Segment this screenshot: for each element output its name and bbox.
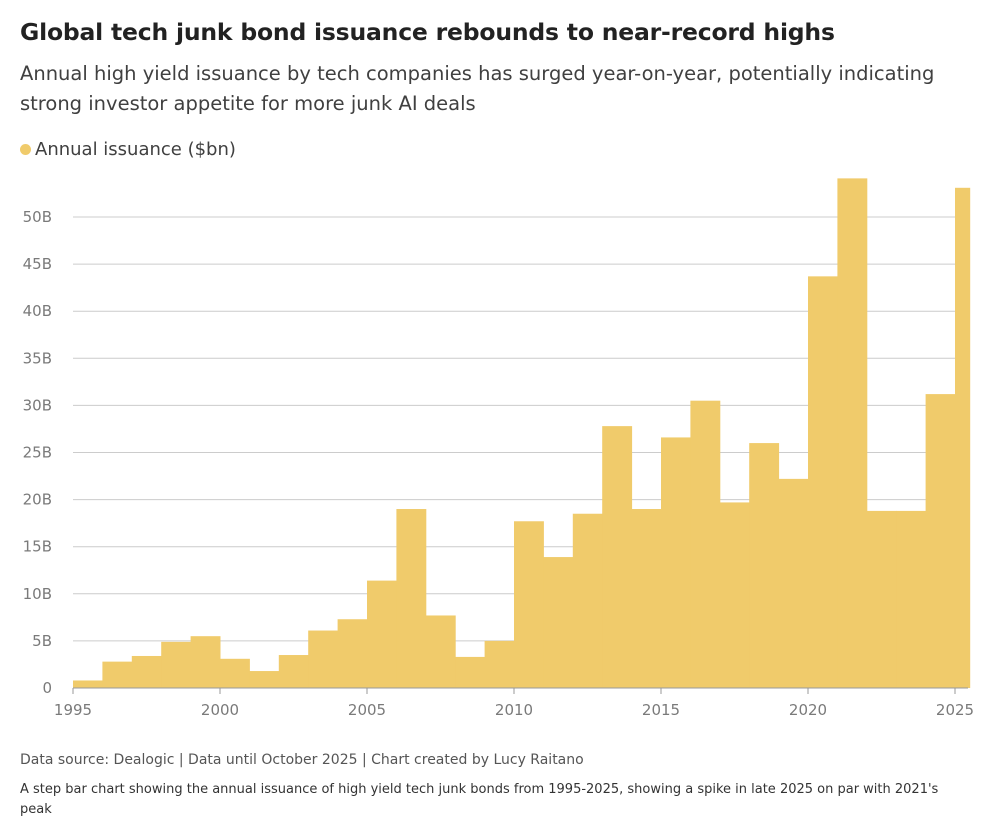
bar-2000: [220, 658, 250, 688]
data-source-note: Data source: Dealogic | Data until Octob…: [20, 752, 584, 768]
y-tick-label: 40B: [23, 302, 52, 320]
y-tick-label: 5B: [32, 632, 52, 650]
bar-chart: 0 5B 10B 15B 20B 25B 30B 35B 40B 45B 50B 1995 2000 2…: [23, 178, 974, 719]
bar-2017: [719, 502, 750, 688]
x-axis: [72, 687, 968, 694]
chart-title: Global tech junk bond issuance rebounds …: [20, 18, 835, 46]
legend-label: Annual issuance ($bn): [35, 139, 236, 160]
bar-1998: [161, 641, 192, 688]
bar-2009: [484, 640, 515, 688]
x-tick-label: 2000: [201, 701, 239, 719]
bar-2015: [661, 437, 691, 688]
y-tick-label: 15B: [23, 538, 52, 556]
bars: [73, 178, 971, 689]
bar-2011: [543, 557, 574, 688]
bar-2023: [896, 510, 927, 688]
bar-2025: [955, 187, 971, 688]
bar-2004: [337, 619, 368, 688]
bar-2008: [455, 656, 486, 688]
bar-2005: [367, 580, 397, 688]
bar-2022: [866, 510, 897, 688]
y-tick-label: 35B: [23, 349, 52, 367]
bar-1996: [102, 661, 133, 688]
bar-2024: [925, 394, 956, 688]
chart-subtitle: Annual high yield issuance by tech compa…: [20, 62, 935, 115]
y-tick-label: 20B: [23, 491, 52, 509]
x-tick-label: 2020: [789, 701, 827, 719]
bar-1999: [190, 636, 221, 688]
bar-2006: [396, 509, 427, 688]
bar-2010: [514, 521, 544, 688]
bar-2021: [837, 178, 868, 689]
chart-description: A step bar chart showing the annual issu…: [20, 782, 939, 817]
x-tick-label: 1995: [54, 701, 92, 719]
x-axis-labels: 1995 2000 2005 2010 2015 2020 2025: [54, 701, 974, 719]
y-tick-label: 0: [42, 679, 52, 697]
bar-2002: [278, 655, 309, 688]
y-tick-label: 10B: [23, 585, 52, 603]
bar-2014: [631, 509, 662, 688]
bar-1997: [131, 655, 162, 688]
x-tick-label: 2005: [348, 701, 386, 719]
bar-1995: [73, 680, 103, 688]
bar-2018: [749, 443, 780, 688]
bar-2020: [808, 276, 838, 688]
y-tick-label: 25B: [23, 444, 52, 462]
bar-2003: [308, 630, 339, 688]
bar-2019: [778, 478, 809, 688]
legend-swatch: [20, 144, 31, 155]
y-tick-label: 50B: [23, 208, 52, 226]
y-tick-label: 45B: [23, 255, 52, 273]
legend: Annual issuance ($bn): [20, 139, 236, 160]
bar-2012: [572, 513, 603, 688]
x-tick-label: 2015: [642, 701, 680, 719]
bar-2016: [690, 400, 721, 688]
bar-2001: [249, 671, 280, 688]
x-tick-label: 2025: [936, 701, 974, 719]
bar-2007: [425, 615, 456, 688]
y-axis-labels: 0 5B 10B 15B 20B 25B 30B 35B 40B 45B 50B: [23, 208, 52, 697]
x-tick-label: 2010: [495, 701, 533, 719]
y-tick-label: 30B: [23, 396, 52, 414]
bar-2013: [602, 426, 633, 688]
